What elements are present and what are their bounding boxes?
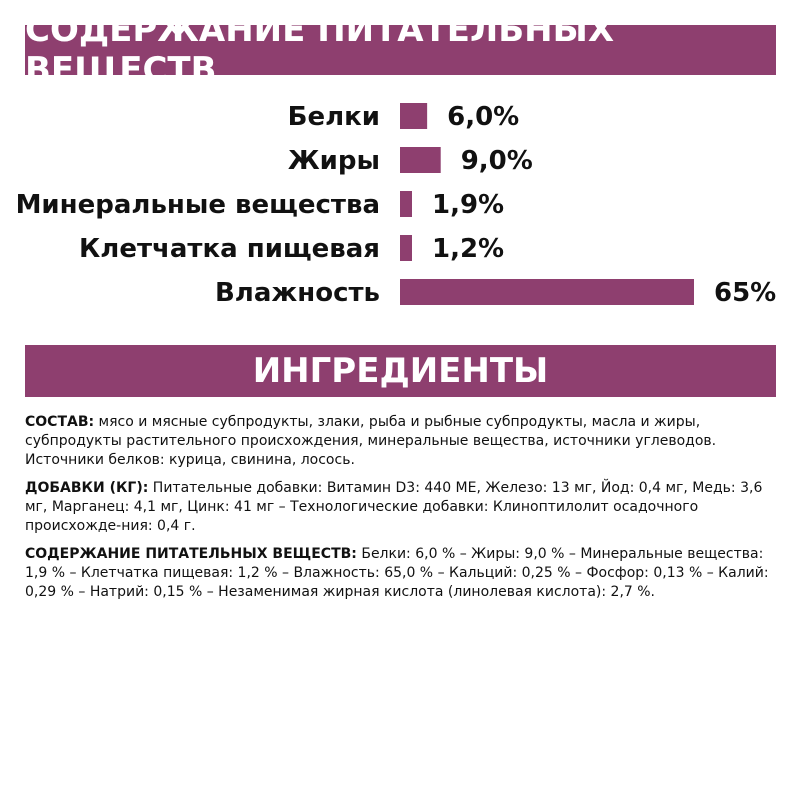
nutrients-text: Белки: 6,0 % – Жиры: 9,0 % – Минеральные… (25, 546, 769, 600)
composition-text: мясо и мясные субпродукты, злаки, рыба и… (25, 414, 717, 468)
category-label-1: Жиры (288, 146, 380, 176)
value-label-0: 6,0% (447, 102, 519, 132)
nutrients-label: СОДЕРЖАНИЕ ПИТАТЕЛЬНЫХ ВЕЩЕСТВ: (25, 546, 357, 562)
bar-3 (400, 235, 412, 261)
bar-4 (400, 279, 694, 305)
additives-label: ДОБАВКИ (КГ): (25, 480, 149, 496)
additives-text: Питательные добавки: Витамин D3: 440 МЕ,… (25, 480, 763, 534)
nutrient-bar-chart: Белки 6,0% Жиры 9,0% Минеральные вещества 1,9… (16, 102, 777, 308)
additives-paragraph: ДОБАВКИ (КГ): Питательные добавки: Витам… (25, 479, 780, 536)
value-label-1: 9,0% (461, 146, 533, 176)
composition-paragraph: СОСТАВ: мясо и мясные субпродукты, злаки… (25, 413, 780, 470)
category-label-0: Белки (288, 102, 380, 132)
category-label-2: Минеральные вещества (16, 190, 380, 220)
ingredients-text-block: СОСТАВ: мясо и мясные субпродукты, злаки… (25, 413, 780, 611)
bar-2 (400, 191, 412, 217)
category-label-4: Влажность (215, 278, 380, 308)
composition-label: СОСТАВ: (25, 414, 95, 430)
value-label-3: 1,2% (432, 234, 504, 264)
bar-1 (400, 147, 441, 173)
nutrients-heading: СОДЕРЖАНИЕ ПИТАТЕЛЬНЫХ ВЕЩЕСТВ (25, 10, 776, 90)
value-label-2: 1,9% (432, 190, 504, 220)
category-label-3: Клетчатка пищевая (79, 234, 380, 264)
value-label-4: 65% (714, 278, 776, 308)
ingredients-heading: ИНГРЕДИЕНТЫ (25, 345, 776, 397)
nutrients-paragraph: СОДЕРЖАНИЕ ПИТАТЕЛЬНЫХ ВЕЩЕСТВ: Белки: 6… (25, 545, 780, 602)
bar-0 (400, 103, 428, 129)
